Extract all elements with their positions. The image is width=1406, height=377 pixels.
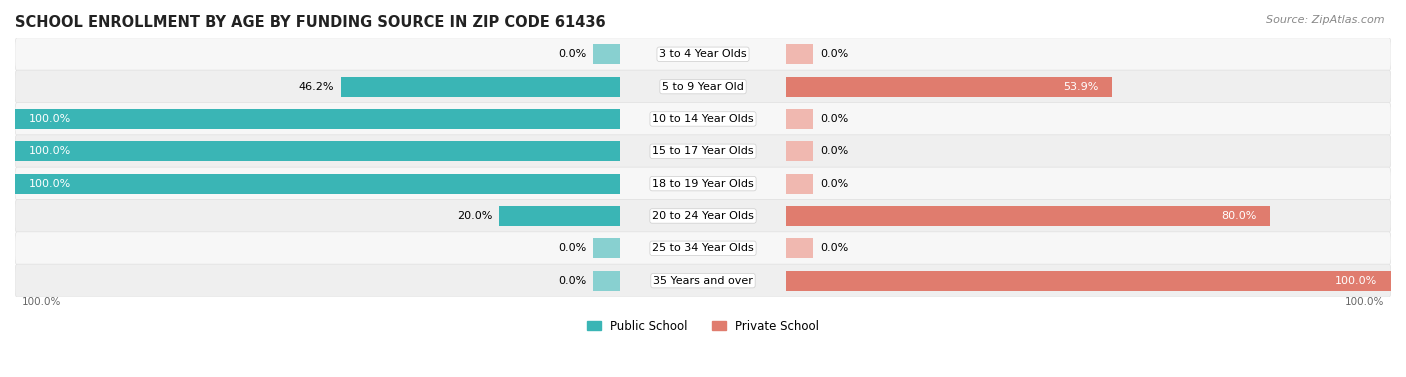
Bar bbox=[786, 271, 1391, 291]
Bar bbox=[786, 238, 813, 258]
FancyBboxPatch shape bbox=[15, 70, 1391, 103]
Bar bbox=[786, 141, 813, 161]
FancyBboxPatch shape bbox=[15, 135, 1391, 168]
Text: 100.0%: 100.0% bbox=[28, 114, 72, 124]
Text: 100.0%: 100.0% bbox=[1334, 276, 1378, 286]
Text: 0.0%: 0.0% bbox=[558, 276, 586, 286]
Bar bbox=[786, 77, 1112, 97]
Bar bbox=[593, 271, 620, 291]
Bar bbox=[786, 109, 813, 129]
Text: 0.0%: 0.0% bbox=[558, 49, 586, 59]
Text: 0.0%: 0.0% bbox=[820, 114, 848, 124]
Text: 20 to 24 Year Olds: 20 to 24 Year Olds bbox=[652, 211, 754, 221]
Text: 0.0%: 0.0% bbox=[558, 243, 586, 253]
Bar bbox=[340, 77, 620, 97]
FancyBboxPatch shape bbox=[15, 38, 1391, 71]
Bar bbox=[15, 109, 620, 129]
Bar bbox=[786, 44, 813, 64]
Text: 5 to 9 Year Old: 5 to 9 Year Old bbox=[662, 81, 744, 92]
Text: 35 Years and over: 35 Years and over bbox=[652, 276, 754, 286]
Text: 20.0%: 20.0% bbox=[457, 211, 492, 221]
Bar bbox=[15, 173, 620, 194]
Text: 46.2%: 46.2% bbox=[298, 81, 333, 92]
Text: Source: ZipAtlas.com: Source: ZipAtlas.com bbox=[1267, 15, 1385, 25]
Bar bbox=[593, 44, 620, 64]
FancyBboxPatch shape bbox=[15, 232, 1391, 265]
Text: 15 to 17 Year Olds: 15 to 17 Year Olds bbox=[652, 146, 754, 156]
Text: 100.0%: 100.0% bbox=[28, 146, 72, 156]
FancyBboxPatch shape bbox=[15, 103, 1391, 135]
Text: 3 to 4 Year Olds: 3 to 4 Year Olds bbox=[659, 49, 747, 59]
Text: 80.0%: 80.0% bbox=[1220, 211, 1256, 221]
Bar bbox=[786, 206, 1270, 226]
FancyBboxPatch shape bbox=[15, 199, 1391, 233]
Legend: Public School, Private School: Public School, Private School bbox=[582, 315, 824, 337]
FancyBboxPatch shape bbox=[15, 264, 1391, 297]
Text: 53.9%: 53.9% bbox=[1063, 81, 1098, 92]
Text: 100.0%: 100.0% bbox=[22, 297, 62, 308]
FancyBboxPatch shape bbox=[15, 167, 1391, 200]
Text: 10 to 14 Year Olds: 10 to 14 Year Olds bbox=[652, 114, 754, 124]
Text: 0.0%: 0.0% bbox=[820, 49, 848, 59]
Text: 25 to 34 Year Olds: 25 to 34 Year Olds bbox=[652, 243, 754, 253]
Text: 100.0%: 100.0% bbox=[28, 179, 72, 188]
Bar bbox=[499, 206, 620, 226]
Text: SCHOOL ENROLLMENT BY AGE BY FUNDING SOURCE IN ZIP CODE 61436: SCHOOL ENROLLMENT BY AGE BY FUNDING SOUR… bbox=[15, 15, 606, 30]
Bar bbox=[15, 141, 620, 161]
Bar bbox=[786, 173, 813, 194]
Text: 0.0%: 0.0% bbox=[820, 243, 848, 253]
Text: 100.0%: 100.0% bbox=[1344, 297, 1384, 308]
Text: 18 to 19 Year Olds: 18 to 19 Year Olds bbox=[652, 179, 754, 188]
Text: 0.0%: 0.0% bbox=[820, 179, 848, 188]
Bar bbox=[593, 238, 620, 258]
Text: 0.0%: 0.0% bbox=[820, 146, 848, 156]
